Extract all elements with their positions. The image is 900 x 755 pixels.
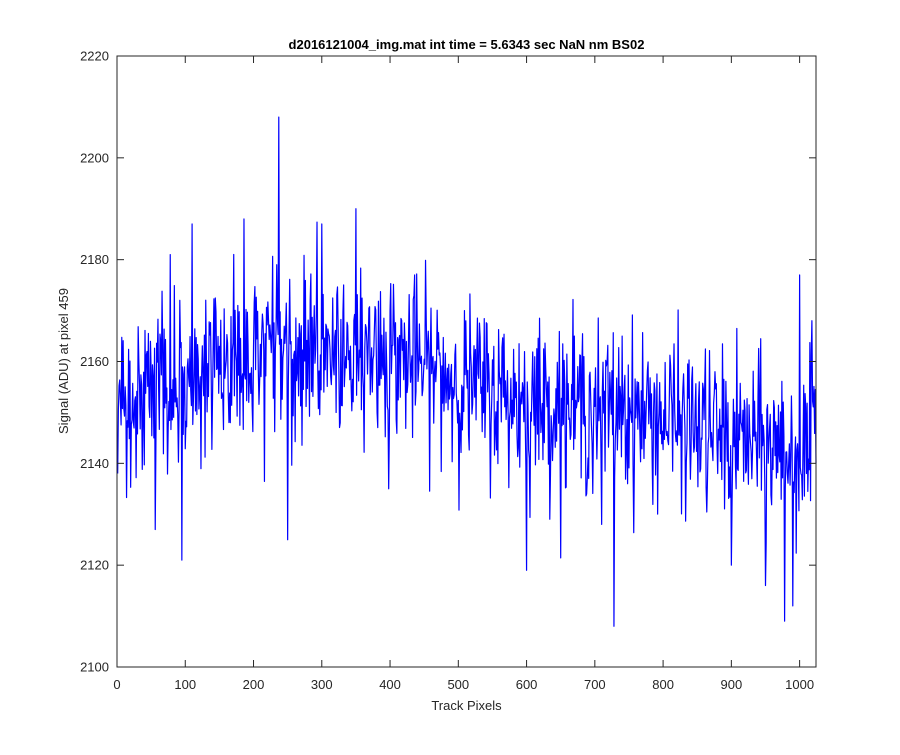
y-axis-label: Signal (ADU) at pixel 459 xyxy=(56,288,71,434)
y-tick-label: 2120 xyxy=(80,558,109,573)
y-tick-label: 2140 xyxy=(80,456,109,471)
x-tick-label: 300 xyxy=(311,677,333,692)
y-tick-label: 2160 xyxy=(80,354,109,369)
x-tick-label: 500 xyxy=(447,677,469,692)
y-tick-label: 2200 xyxy=(80,150,109,165)
ticks-layer: 0 100 200 300 400 500 600 700 800 900 1000 2100 2120… xyxy=(80,49,816,692)
series-layer xyxy=(117,116,817,627)
x-tick-label: 1000 xyxy=(785,677,814,692)
y-tick-label: 2220 xyxy=(80,49,109,64)
x-axis-label: Track Pixels xyxy=(431,698,502,713)
x-tick-label: 100 xyxy=(174,677,196,692)
y-tick-label: 2180 xyxy=(80,252,109,267)
chart-title: d2016121004_img.mat int time = 5.6343 se… xyxy=(289,37,645,52)
x-tick-label: 700 xyxy=(584,677,606,692)
x-tick-label: 200 xyxy=(243,677,265,692)
x-tick-label: 600 xyxy=(516,677,538,692)
x-tick-label: 0 xyxy=(113,677,120,692)
series-line xyxy=(117,116,817,627)
x-tick-label: 400 xyxy=(379,677,401,692)
y-tick-label: 2100 xyxy=(80,660,109,675)
x-tick-label: 800 xyxy=(652,677,674,692)
x-tick-label: 900 xyxy=(721,677,743,692)
